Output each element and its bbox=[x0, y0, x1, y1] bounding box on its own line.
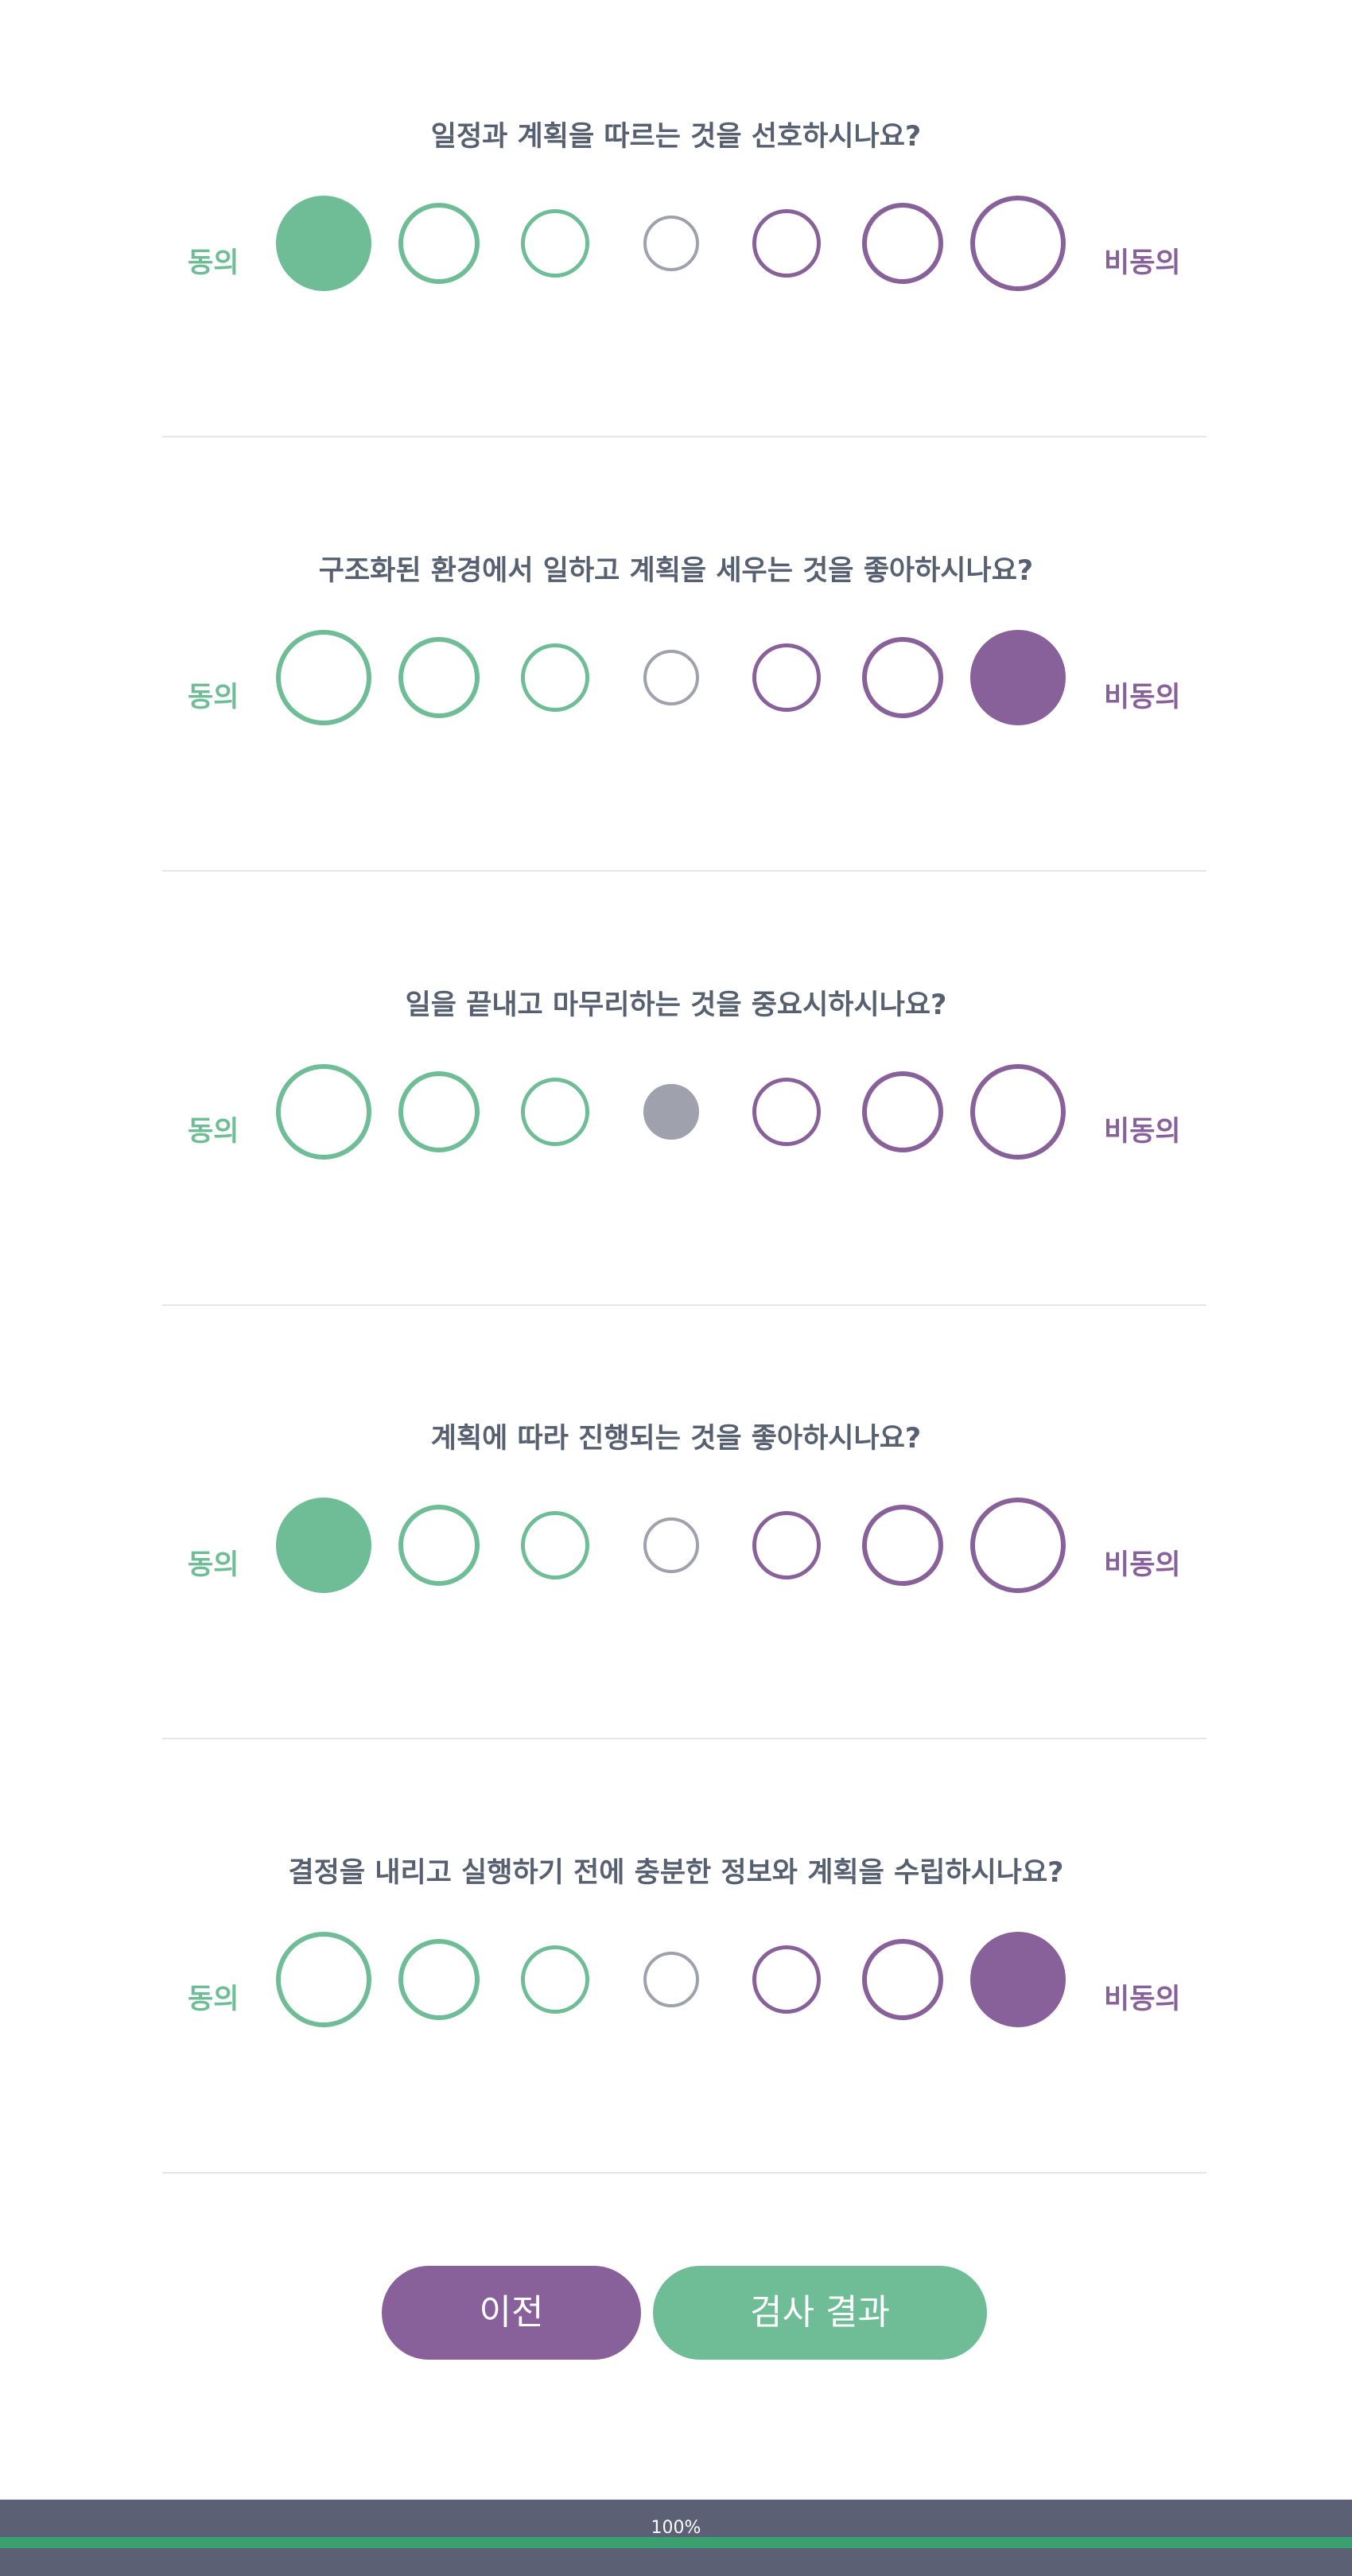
question-text: 구조화된 환경에서 일하고 계획을 세우는 것을 좋아하시나요? bbox=[318, 555, 1034, 587]
agree-label: 동의 bbox=[188, 1549, 239, 1581]
question-item: 결정을 내리고 실행하기 전에 충분한 정보와 계획을 수립하시나요? 동의 비동의 bbox=[0, 1755, 1352, 2189]
option-circle-7[interactable] bbox=[970, 1498, 1066, 1593]
previous-button[interactable]: 이전 bbox=[382, 2266, 641, 2360]
option-circle-7-selected[interactable] bbox=[970, 1932, 1066, 2027]
option-circle-2[interactable] bbox=[398, 1939, 480, 2020]
option-circle-6[interactable] bbox=[862, 1505, 943, 1586]
option-circle-1[interactable] bbox=[276, 1932, 371, 2027]
option-circle-6[interactable] bbox=[862, 1071, 943, 1152]
agree-label: 동의 bbox=[188, 247, 239, 279]
question-text: 일을 끝내고 마무리하는 것을 중요시하시나요? bbox=[405, 989, 947, 1021]
disagree-label: 비동의 bbox=[1104, 247, 1181, 279]
progress-fill bbox=[0, 2537, 1352, 2548]
divider bbox=[162, 1738, 1206, 1739]
option-circle-1-selected[interactable] bbox=[276, 196, 371, 291]
option-circle-3[interactable] bbox=[521, 1511, 589, 1579]
disagree-label: 비동의 bbox=[1104, 1116, 1181, 1148]
option-circle-6[interactable] bbox=[862, 637, 943, 718]
option-circle-5[interactable] bbox=[752, 643, 821, 712]
option-circle-5[interactable] bbox=[752, 1511, 821, 1579]
option-circle-4[interactable] bbox=[643, 1517, 699, 1573]
progress-text: 100% bbox=[651, 2518, 701, 2538]
option-circle-4[interactable] bbox=[643, 650, 699, 705]
agree-label: 동의 bbox=[188, 1983, 239, 2015]
option-circle-3[interactable] bbox=[521, 1945, 589, 2014]
test-result-button[interactable]: 검사 결과 bbox=[653, 2266, 987, 2360]
option-circle-7[interactable] bbox=[970, 1064, 1066, 1160]
option-circle-4[interactable] bbox=[643, 216, 699, 271]
option-circle-7[interactable] bbox=[970, 196, 1066, 291]
option-circle-3[interactable] bbox=[521, 209, 589, 278]
option-circle-6[interactable] bbox=[862, 1939, 943, 2020]
divider bbox=[162, 870, 1206, 872]
option-circle-6[interactable] bbox=[862, 203, 943, 284]
divider bbox=[162, 436, 1206, 437]
option-circle-3[interactable] bbox=[521, 1078, 589, 1146]
disagree-label: 비동의 bbox=[1104, 1549, 1181, 1581]
divider bbox=[162, 2172, 1206, 2174]
question-text: 일정과 계획을 따르는 것을 선호하시나요? bbox=[430, 121, 922, 153]
option-circle-5[interactable] bbox=[752, 1078, 821, 1146]
disagree-label: 비동의 bbox=[1104, 682, 1181, 713]
question-item: 계획에 따라 진행되는 것을 좋아하시나요? 동의 비동의 bbox=[0, 1321, 1352, 1754]
option-circle-2[interactable] bbox=[398, 637, 480, 718]
option-circle-4-selected[interactable] bbox=[643, 1084, 699, 1140]
option-circle-2[interactable] bbox=[398, 1505, 480, 1586]
option-circle-5[interactable] bbox=[752, 209, 821, 278]
option-circle-1[interactable] bbox=[276, 630, 371, 725]
option-circle-1-selected[interactable] bbox=[276, 1498, 371, 1593]
disagree-label: 비동의 bbox=[1104, 1983, 1181, 2015]
question-text: 결정을 내리고 실행하기 전에 충분한 정보와 계획을 수립하시나요? bbox=[288, 1857, 1064, 1889]
divider bbox=[162, 1304, 1206, 1306]
agree-label: 동의 bbox=[188, 1116, 239, 1148]
option-circle-2[interactable] bbox=[398, 203, 480, 284]
question-text: 계획에 따라 진행되는 것을 좋아하시나요? bbox=[430, 1423, 922, 1455]
option-circle-7-selected[interactable] bbox=[970, 630, 1066, 725]
question-item: 구조화된 환경에서 일하고 계획을 세우는 것을 좋아하시나요? 동의 비동의 bbox=[0, 453, 1352, 887]
option-circle-3[interactable] bbox=[521, 643, 589, 712]
question-item: 일정과 계획을 따르는 것을 선호하시나요? 동의 비동의 bbox=[0, 19, 1352, 453]
progress-bar: 100% bbox=[0, 2500, 1352, 2576]
agree-label: 동의 bbox=[188, 682, 239, 713]
option-circle-4[interactable] bbox=[643, 1952, 699, 2007]
option-circle-2[interactable] bbox=[398, 1071, 480, 1152]
question-item: 일을 끝내고 마무리하는 것을 중요시하시나요? 동의 비동의 bbox=[0, 888, 1352, 1321]
option-circle-1[interactable] bbox=[276, 1064, 371, 1160]
option-circle-5[interactable] bbox=[752, 1945, 821, 2014]
